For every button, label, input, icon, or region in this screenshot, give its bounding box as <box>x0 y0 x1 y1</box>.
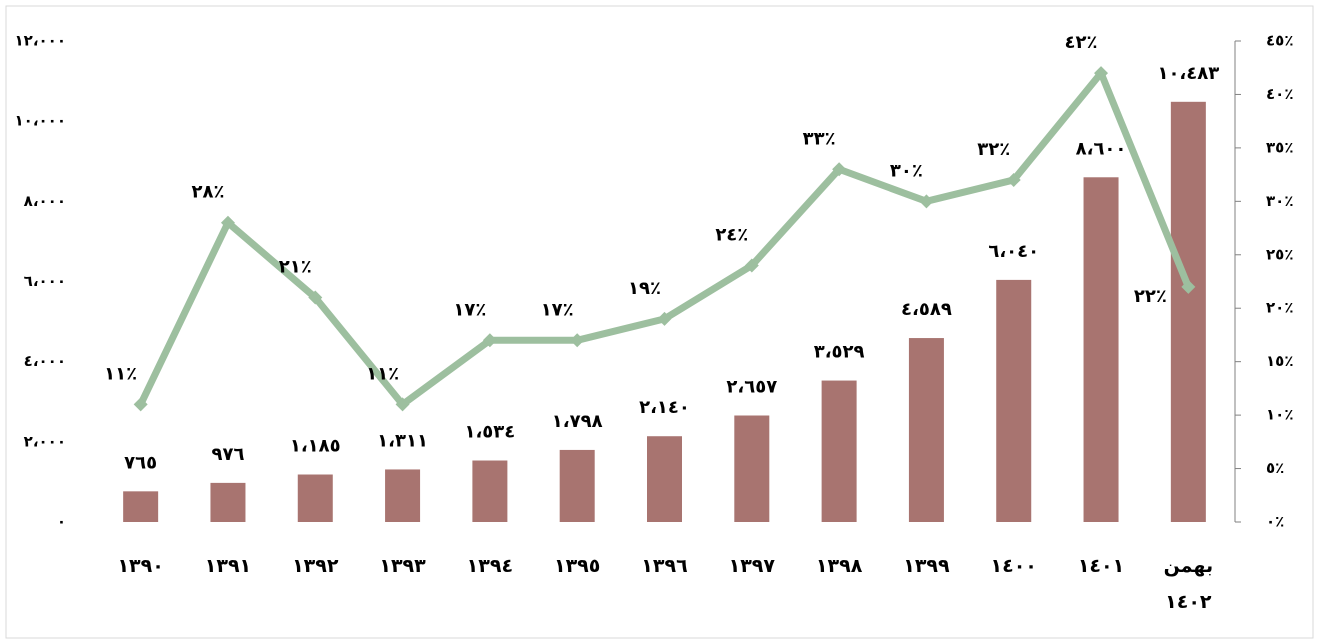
y2-tick-label: ٢٥٪ <box>1266 245 1293 263</box>
line-marker <box>1181 279 1196 294</box>
line-value-label: ٤٢٪ <box>1065 32 1098 53</box>
y2-tick-label: ١٥٪ <box>1266 352 1293 370</box>
line-marker <box>570 333 585 348</box>
y2-tick-label: ٤٠٪ <box>1266 85 1293 103</box>
x-tick-label: ١٣٩٦ <box>641 555 688 577</box>
bar <box>123 491 159 522</box>
bar-value-label: ٧٦٥ <box>124 452 157 473</box>
bar <box>647 436 682 522</box>
bar <box>472 460 508 522</box>
y2-tick-label: ٢٠٪ <box>1266 299 1293 317</box>
y2-tick-label: ٥٪ <box>1266 459 1284 477</box>
x-tick-label: ١٣٩٤ <box>466 555 514 577</box>
x-tick-label: ١٣٩٧ <box>728 555 775 577</box>
bar <box>385 469 421 522</box>
bar-value-label: ١،٥٣٤ <box>464 422 515 443</box>
x-tick-label: ١٤٠٠ <box>990 555 1037 577</box>
bar-value-label: ٨،٦٠٠ <box>1076 138 1127 159</box>
line-value-label: ١٧٪ <box>453 299 486 320</box>
y-tick-label: ٠ <box>57 513 66 531</box>
x-tick-label: ١٣٩٢ <box>292 555 339 577</box>
x-tick-label: ١٣٩٣ <box>379 555 426 577</box>
line-marker <box>919 194 934 209</box>
line-marker <box>1094 66 1109 81</box>
line-value-label: ١٩٪ <box>628 278 661 299</box>
bar <box>559 449 595 522</box>
bar <box>821 380 857 522</box>
line-value-label: ٢١٪ <box>279 257 312 278</box>
line-value-label: ١٧٪ <box>541 299 574 320</box>
bar <box>996 279 1032 522</box>
bar <box>1170 101 1206 522</box>
y2-tick-label: ٣٥٪ <box>1266 138 1293 156</box>
bar-value-label: ١،٧٩٨ <box>552 411 603 432</box>
y-tick-label: ١٠،٠٠٠ <box>15 112 66 130</box>
line-marker <box>657 311 672 326</box>
line-value-label: ٢٢٪ <box>1134 286 1167 307</box>
line-value-label: ٢٤٪ <box>715 224 748 245</box>
frame <box>5 5 1314 639</box>
x-tick-label: ١٣٩٨ <box>815 555 863 577</box>
bar-value-label: ٢،٦٥٧ <box>726 376 777 397</box>
y2-tick-label: ٠٪ <box>1266 513 1284 531</box>
y-tick-label: ٢،٠٠٠ <box>24 432 66 450</box>
line-marker <box>744 258 759 273</box>
bar-value-label: ١،٣١١ <box>377 430 428 451</box>
line-marker <box>1006 172 1021 187</box>
line-value-label: ١١٪ <box>104 363 137 384</box>
bar <box>297 474 333 522</box>
line-value-label: ٢٨٪ <box>191 182 224 203</box>
bar-value-label: ٦،٠٤٠ <box>988 241 1039 262</box>
bar <box>210 482 246 522</box>
bar-value-label: ٣،٥٢٩ <box>814 342 865 363</box>
line-marker <box>133 397 148 412</box>
bar-value-label: ١،١٨٥ <box>290 436 341 457</box>
x-tick-label: ١٣٩٥ <box>553 555 601 577</box>
y-tick-label: ٤،٠٠٠ <box>24 352 66 370</box>
bar <box>734 415 770 522</box>
y-tick-label: ٨،٠٠٠ <box>24 192 66 210</box>
y2-tick-label: ٣٠٪ <box>1266 192 1293 210</box>
bar-value-label: ٤،٥٨٩ <box>901 299 952 320</box>
y2-tick-label: ٤٥٪ <box>1266 32 1293 50</box>
y2-tick-label: ١٠٪ <box>1266 406 1293 424</box>
bar <box>908 338 944 522</box>
bar-value-label: ٩٧٦ <box>211 444 244 465</box>
bar <box>1083 177 1119 523</box>
x-tick-label: ١٣٩٠ <box>117 555 164 577</box>
x-tick-label: ١٣٩١ <box>204 555 252 577</box>
line-value-label: ٣٣٪ <box>803 128 836 149</box>
y-tick-label: ١٢،٠٠٠ <box>15 32 66 50</box>
x-tick-label: ١٤٠١ <box>1077 555 1125 577</box>
line-marker <box>482 333 497 348</box>
x-tick-label: بهمن ١٤٠٢ <box>1163 555 1214 613</box>
bar-value-label: ٢،١٤٠ <box>639 397 690 418</box>
line-marker <box>308 290 323 305</box>
line-marker <box>395 397 410 412</box>
line-marker <box>832 162 847 177</box>
line-value-label: ١١٪ <box>366 363 399 384</box>
y-tick-label: ٦،٠٠٠ <box>24 272 66 290</box>
x-tick-label: ١٣٩٩ <box>903 555 950 577</box>
bar-value-label: ١٠،٤٨٣ <box>1157 63 1219 84</box>
line-marker <box>220 215 235 230</box>
line-value-label: ٣٠٪ <box>890 160 923 181</box>
line-value-label: ٣٢٪ <box>977 139 1010 160</box>
